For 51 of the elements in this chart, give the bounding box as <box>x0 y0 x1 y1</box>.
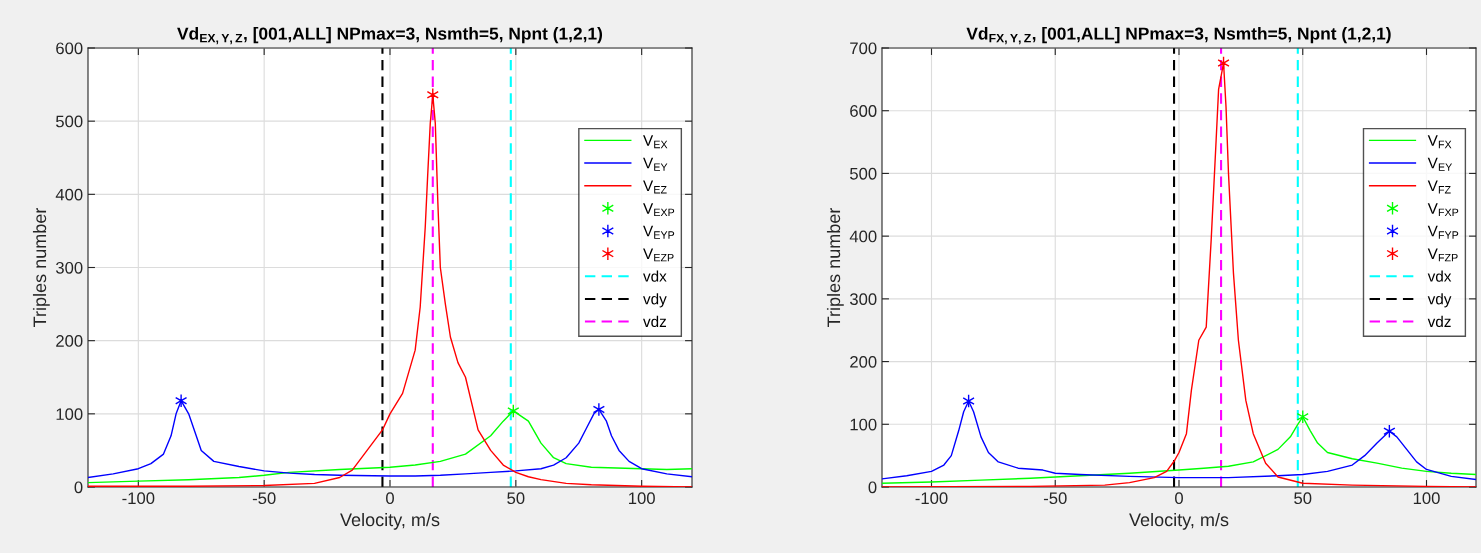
y-tick-label: 600 <box>850 105 877 117</box>
y-axis-title: Triples number <box>826 207 844 327</box>
legend-label: V$_{EY}$ <box>643 157 668 171</box>
y-tick-label: 0 <box>868 481 877 494</box>
y-tick-label: 300 <box>55 261 83 274</box>
y-tick-label: 100 <box>56 408 83 421</box>
legend-label: V$_{EZ}$ <box>643 180 667 194</box>
legend-label: vdz <box>1427 315 1451 328</box>
legend-label: V$_{EZP}$ <box>643 248 674 262</box>
legend-label: V$_{FXP}$ <box>1427 203 1459 217</box>
legend-label: V$_{FX}$ <box>1427 135 1452 149</box>
y-tick-label: 300 <box>849 293 877 306</box>
y-tick-label: 400 <box>849 230 877 243</box>
legend-label: vdy <box>643 293 667 308</box>
x-tick-label: 50 <box>1294 492 1312 505</box>
x-tick-label: 100 <box>629 492 655 505</box>
chart-title: Vd$_{FX,Y,Z}$, [001,ALL] NPmax=3, Nsmth=5, Npnt (1,2,1) <box>966 26 1391 45</box>
x-tick-label: -100 <box>915 492 948 505</box>
legend-label: vdz <box>643 315 667 328</box>
legend-label: V$_{EYP}$ <box>643 225 675 239</box>
legend-label: V$_{FZ}$ <box>1427 180 1451 194</box>
y-tick-label: 500 <box>850 167 877 180</box>
x-tick-label: -50 <box>252 492 276 505</box>
y-tick-label: 0 <box>74 481 83 494</box>
x-tick-label: 100 <box>1413 492 1440 505</box>
legend-label: V$_{FZP}$ <box>1427 248 1458 262</box>
y-tick-label: 400 <box>55 188 83 201</box>
y-tick-label: 500 <box>56 115 83 128</box>
legend-label: V$_{FYP}$ <box>1427 225 1459 239</box>
chart-title: Vd$_{EX,Y,Z}$, [001,ALL] NPmax=3, Nsmth=5, Npnt (1,2,1) <box>177 26 603 45</box>
y-axis-title: Triples number <box>32 207 50 327</box>
x-tick-label: -50 <box>1043 492 1067 505</box>
x-axis-title: Velocity, m/s <box>340 512 440 530</box>
x-tick-label: -100 <box>122 492 155 505</box>
legend-label: V$_{EXP}$ <box>643 203 675 217</box>
legend-label: vdy <box>1427 293 1452 308</box>
legend-label: vdx <box>1427 270 1452 282</box>
point <box>592 402 605 417</box>
y-tick-label: 100 <box>850 418 877 431</box>
x-tick-label: 50 <box>507 492 525 505</box>
legend-label: V$_{EY}$ <box>1427 157 1453 171</box>
x-axis-title: Velocity, m/s <box>1129 512 1229 530</box>
legend-label: vdx <box>643 270 667 282</box>
legend-label: V$_{EX}$ <box>643 135 668 149</box>
y-tick-label: 600 <box>56 42 83 55</box>
y-tick-label: 200 <box>56 335 83 347</box>
y-tick-label: 200 <box>850 355 877 368</box>
x-tick-label: 0 <box>386 492 394 505</box>
x-tick-label: 0 <box>1175 492 1183 505</box>
point <box>175 393 188 408</box>
y-tick-label: 700 <box>850 42 877 55</box>
